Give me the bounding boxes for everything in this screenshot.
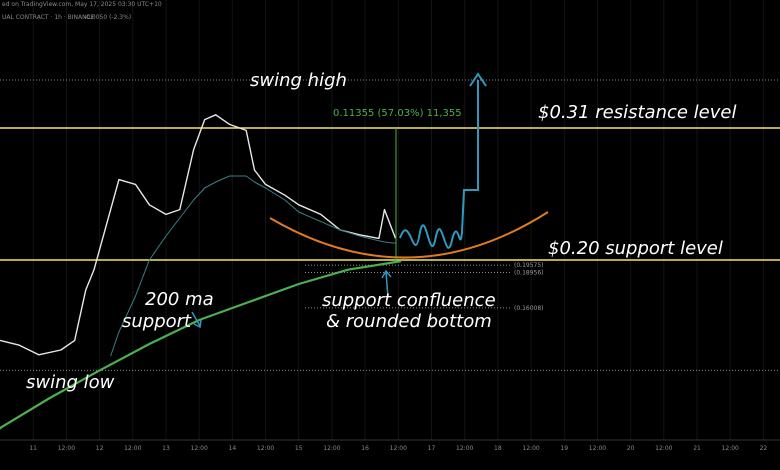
annotation: 200 ma	[145, 289, 214, 310]
price-line	[0, 114, 397, 356]
x-tick-label: 12:00	[390, 445, 407, 452]
x-tick-label: 12:00	[655, 445, 672, 452]
ma-200-line	[0, 260, 402, 429]
ma-point	[0, 426, 2, 430]
x-tick-label: 11	[29, 445, 37, 452]
x-tick-label: 14	[229, 445, 237, 452]
level-label: (0.16008)	[514, 305, 544, 312]
x-tick-label: 12:00	[522, 445, 539, 452]
x-tick-label: 12:00	[191, 445, 208, 452]
header: UAL CONTRACT · 1h · BINANCE	[2, 14, 95, 21]
x-tick-label: 20	[627, 445, 635, 452]
rounded-bottom-curve	[269, 211, 549, 259]
annotation: 0.11355 (57.03%) 11,355	[333, 108, 462, 119]
annotation: $0.31 resistance level	[538, 102, 736, 123]
x-tick-label: 12	[96, 445, 104, 452]
x-tick-label: 18	[494, 445, 502, 452]
header: ed on TradingView.com, May 17, 2025 03:3…	[2, 1, 162, 8]
x-tick-label: 16	[361, 445, 369, 452]
annotation: swing high	[250, 70, 347, 91]
x-tick-label: 12:00	[323, 445, 340, 452]
level-label: (0.18956)	[514, 270, 544, 277]
x-tick-label: 15	[295, 445, 303, 452]
ma-arrow	[191, 311, 202, 329]
annotation: support confluence	[322, 290, 496, 311]
projection-path	[399, 80, 479, 249]
x-tick-label: 12:00	[257, 445, 274, 452]
header: -0.0050 (-2.3%)	[84, 14, 131, 21]
x-tick-label: 12:00	[722, 445, 739, 452]
confluence-arrow	[381, 269, 392, 299]
x-tick-label: 12:00	[456, 445, 473, 452]
annotation: swing low	[26, 372, 115, 393]
annotation: & rounded bottom	[326, 311, 492, 332]
x-tick-label: 19	[560, 445, 568, 452]
annotation: support	[122, 311, 192, 332]
x-tick-label: 12:00	[589, 445, 606, 452]
x-tick-label: 21	[693, 445, 701, 452]
x-tick-label: 17	[428, 445, 436, 452]
x-tick-label: 12:00	[58, 445, 75, 452]
x-tick-label: 13	[162, 445, 170, 452]
ma-point	[394, 259, 398, 263]
x-tick-label: 12:00	[124, 445, 141, 452]
ma-line	[110, 175, 396, 357]
x-tick-label: 22	[760, 445, 768, 452]
projection-arrowhead	[469, 72, 487, 87]
level-label: (0.19575)	[514, 262, 544, 269]
annotation: $0.20 support level	[548, 238, 723, 259]
